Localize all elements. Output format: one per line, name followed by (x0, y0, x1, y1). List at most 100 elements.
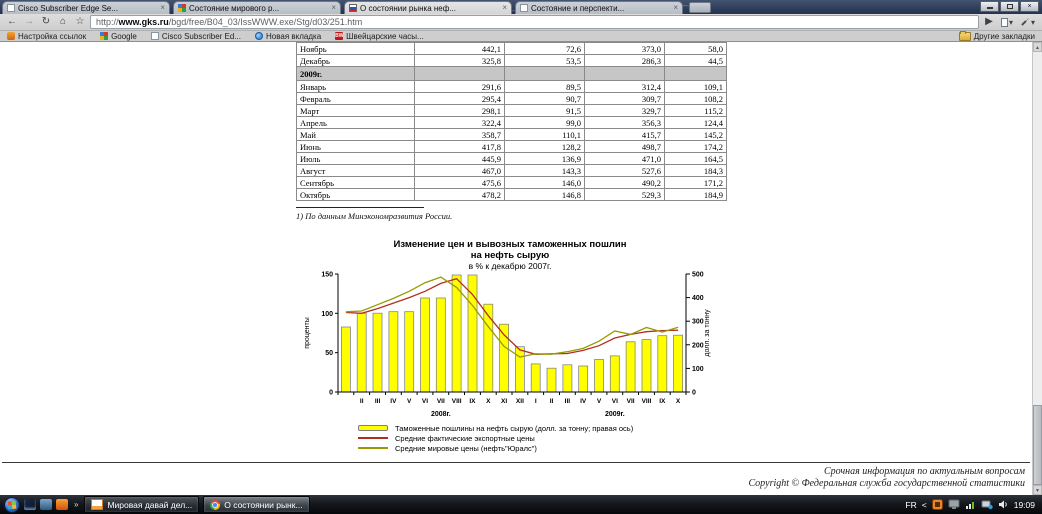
table-row: Январь 291,6 89,5 312,4 109,1 (296, 80, 727, 93)
chart-subtitle: в % к декабрю 2007г. (468, 261, 552, 271)
chart-legend: Таможенные пошлины на нефть сырую (долл.… (358, 423, 633, 453)
clock[interactable]: 19:09 (1013, 499, 1035, 510)
language-indicator[interactable]: FR (905, 499, 917, 510)
new-tab-button[interactable] (689, 2, 711, 13)
home-button[interactable]: ⌂ (59, 15, 67, 27)
page-menu-button[interactable]: ▾ (999, 16, 1015, 29)
close-button[interactable]: × (1020, 1, 1039, 12)
quicklaunch-icon-2[interactable] (40, 499, 52, 510)
bookmark-label: Новая вкладка (266, 31, 322, 41)
tools-menu-button[interactable]: ▾ (1018, 16, 1037, 29)
tab-title: Состояние и перспекти... (531, 3, 625, 13)
tab-cisco[interactable]: Cisco Subscriber Edge Se... × (2, 1, 170, 14)
taskbar-button-label: Мировая давай дел... (107, 499, 193, 510)
network-signal-icon[interactable] (965, 499, 976, 510)
address-bar[interactable]: http://www.gks.ru/bgd/free/B04_03/IssWWW… (90, 15, 979, 29)
svg-text:VII: VII (437, 398, 445, 405)
url-scheme: http:// (96, 17, 119, 27)
svg-text:IV: IV (390, 398, 397, 405)
bookmark-new-tab[interactable]: Новая вкладка (255, 32, 321, 41)
scroll-down-arrow[interactable]: ▼ (1033, 485, 1042, 495)
page-favicon (7, 4, 15, 12)
svg-text:X: X (486, 398, 491, 405)
folder-icon (958, 30, 971, 41)
bar (451, 274, 462, 393)
chart-title-line2: на нефть сырую (470, 250, 550, 261)
bar (530, 363, 541, 393)
footer-rule (2, 462, 1030, 463)
other-bookmarks-button[interactable]: Другие закладки (958, 30, 1035, 41)
bar (372, 312, 383, 393)
svg-text:500: 500 (692, 272, 704, 279)
legend-item-world-prices: Средние мировые цены (нефть"Юралс") (358, 443, 633, 453)
minimize-button[interactable] (980, 1, 999, 12)
quicklaunch-icon-1[interactable] (24, 499, 36, 510)
start-button[interactable] (4, 496, 20, 513)
tab-close-icon[interactable]: × (673, 3, 678, 12)
bar (562, 364, 573, 393)
taskbar-button-browser[interactable]: О состоянии рынк... (203, 496, 310, 513)
quicklaunch-overflow-chevron[interactable]: » (74, 499, 79, 509)
bookmark-google[interactable]: Google (100, 32, 137, 41)
svg-text:IX: IX (469, 398, 476, 405)
svg-text:400: 400 (692, 295, 704, 302)
quicklaunch-icon-3[interactable] (56, 499, 68, 510)
legend-label: Средние мировые цены (нефть"Юралс") (395, 443, 537, 453)
table-row: Июнь 417,8 128,2 498,7 174,2 (296, 140, 727, 153)
legend-swatch-red-line (358, 437, 388, 439)
tab-close-icon[interactable]: × (502, 3, 507, 12)
tray-expand-chevron[interactable]: < (921, 499, 927, 510)
svg-text:VII: VII (627, 398, 635, 405)
svg-text:50: 50 (325, 350, 333, 357)
bookmark-label: Швейцарские часы... (346, 31, 424, 41)
back-button[interactable]: ← (7, 15, 17, 27)
bar (578, 365, 589, 393)
tray-app-icon[interactable] (931, 499, 943, 510)
tab-outlook[interactable]: Состояние и перспекти... × (515, 1, 683, 14)
svg-text:IV: IV (580, 398, 587, 405)
url-host: www.gks.ru (118, 17, 169, 27)
table-row: Октябрь 478,2 146,8 529,3 184,9 (296, 188, 727, 201)
table-row: Март 298,1 91,5 329,7 115,2 (296, 104, 727, 117)
volume-icon[interactable] (998, 499, 1009, 510)
mail-icon (91, 499, 104, 510)
table-row: Август 467,0 143,3 527,6 184,3 (296, 164, 727, 177)
bookmark-star-button[interactable]: ☆ (75, 15, 85, 27)
caret-icon: ▾ (1030, 17, 1035, 27)
go-button[interactable]: ▶ (985, 15, 993, 27)
tab-title: Cisco Subscriber Edge Se... (18, 3, 119, 13)
flag-favicon (349, 4, 357, 12)
table-row: Ноябрь 442,1 72,6 373,0 58,0 (296, 42, 727, 55)
reload-button[interactable]: ↻ (41, 15, 51, 27)
taskbar-button-mail[interactable]: Мировая давай дел... (84, 496, 200, 513)
svg-text:200: 200 (692, 342, 704, 349)
tab-close-icon[interactable]: × (331, 3, 336, 12)
wrench-icon (1021, 18, 1029, 26)
bookmark-swiss-watches[interactable]: BW Швейцарские часы... (335, 32, 424, 41)
scroll-up-arrow[interactable]: ▲ (1033, 42, 1042, 52)
line-series-1 (345, 276, 679, 358)
bookmark-link-settings[interactable]: Настройка ссылок (7, 32, 86, 41)
tray-display-icon[interactable] (948, 499, 960, 510)
footnote: 1) По данным Минэкономразвития России. (296, 211, 453, 221)
bar (404, 311, 415, 393)
network-computer-icon[interactable] (981, 499, 993, 510)
table-row: Сентябрь 475,6 146,0 490,2 171,2 (296, 176, 727, 189)
bookmark-cisco[interactable]: Cisco Subscriber Ed... (150, 32, 241, 41)
restore-button[interactable] (1000, 1, 1019, 12)
vertical-scrollbar[interactable]: ▲ ▼ (1032, 42, 1042, 495)
svg-text:VIII: VIII (452, 398, 462, 405)
bar (609, 355, 620, 393)
forward-button[interactable]: → (24, 15, 34, 27)
svg-text:VI: VI (422, 398, 428, 405)
tab-world-market[interactable]: Состояние мирового р... × (173, 1, 341, 14)
bar (435, 297, 446, 393)
tab-oil-market-active[interactable]: О состоянии рынка неф... × (344, 1, 512, 14)
svg-text:X: X (676, 398, 681, 405)
svg-text:2009г.: 2009г. (605, 411, 625, 418)
tab-close-icon[interactable]: × (160, 3, 165, 12)
svg-text:II: II (360, 398, 364, 405)
scrollbar-thumb[interactable] (1033, 405, 1042, 485)
svg-text:VI: VI (612, 398, 618, 405)
table-row: Июль 445,9 136,9 471,0 164,5 (296, 152, 727, 165)
